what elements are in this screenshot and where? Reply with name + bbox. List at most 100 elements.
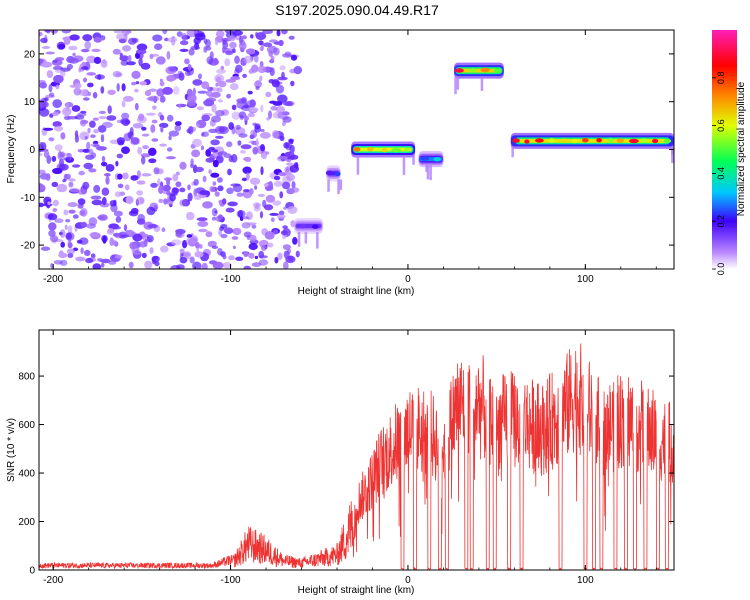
heatmap-noise-blob (192, 164, 198, 174)
heatmap-noise-blob (113, 232, 120, 237)
heatmap-noise-blob (63, 157, 70, 161)
heatmap-noise-blob (116, 153, 124, 159)
heatmap-noise-blob (134, 102, 139, 111)
heatmap-noise-blob (227, 168, 232, 176)
heatmap-noise-blob (142, 145, 149, 150)
heatmap-noise-blob (80, 119, 89, 125)
heatmap-noise-blob (120, 60, 129, 66)
heatmap-noise-blob (212, 159, 219, 168)
heatmap-hotspot (571, 138, 578, 144)
heatmap-noise-blob (74, 134, 79, 143)
heatmap-noise-blob (39, 144, 44, 153)
heatmap-noise-blob (151, 119, 158, 124)
heatmap-noise-blob (39, 169, 46, 175)
heatmap-noise-blob (206, 56, 214, 65)
heatmap-noise-blob (253, 205, 261, 212)
heatmap-noise-blob (159, 95, 166, 103)
heatmap-noise-blob (170, 265, 181, 269)
heatmap-noise-blob (136, 218, 146, 225)
heatmap-noise-blob (113, 210, 123, 217)
heatmap-noise-blob (205, 157, 215, 163)
spectrogram-x-label: Height of straight line (km) (298, 286, 415, 297)
heatmap-noise-blob (43, 127, 54, 131)
heatmap-noise-blob (101, 197, 107, 206)
colorbar-tick-label: 0.0 (716, 263, 726, 276)
heatmap-noise-blob (215, 110, 225, 117)
heatmap-noise-blob (47, 201, 51, 205)
heatmap-noise-blob (217, 99, 223, 103)
heatmap-hotspot (524, 139, 530, 144)
snr-y-label: SNR (10 * v/v) (6, 418, 17, 482)
heatmap-noise-blob (52, 99, 62, 109)
heatmap-noise-blob (288, 138, 295, 143)
heatmap-noise-blob (97, 74, 102, 80)
heatmap-noise-blob (205, 231, 213, 238)
heatmap-noise-blob (58, 43, 66, 50)
heatmap-noise-blob (84, 249, 91, 256)
heatmap-noise-blob (191, 149, 201, 158)
heatmap-noise-blob (140, 62, 151, 70)
heatmap-noise-blob (252, 146, 259, 155)
heatmap-noise-blob (179, 257, 188, 264)
heatmap-noise-blob (68, 45, 78, 51)
heatmap-noise-blob (229, 41, 237, 49)
heatmap-noise-blob (277, 156, 289, 160)
heatmap-noise-blob (109, 200, 117, 207)
heatmap-noise-blob (136, 116, 147, 124)
colorbar-tick-label: 0.2 (716, 215, 726, 228)
heatmap-noise-blob (242, 73, 248, 78)
heatmap-noise-blob (107, 89, 116, 96)
heatmap-noise-blob (226, 141, 233, 148)
heatmap-noise-blob (199, 190, 211, 196)
snr-frame (38, 329, 675, 571)
heatmap-noise-blob (272, 130, 280, 139)
heatmap-streak (425, 165, 428, 172)
heatmap-noise-blob (285, 100, 295, 107)
heatmap-noise-blob (127, 131, 134, 139)
heatmap-noise-blob (56, 183, 68, 193)
heatmap-noise-blob (295, 250, 300, 258)
heatmap-noise-blob (93, 144, 100, 148)
heatmap-noise-blob (48, 137, 55, 142)
heatmap-hotspot (454, 68, 464, 73)
heatmap-noise-blob (130, 175, 139, 181)
heatmap-noise-blob (96, 146, 107, 151)
heatmap-noise-blob (274, 256, 279, 264)
heatmap-noise-blob (176, 31, 183, 37)
heatmap-noise-blob (73, 87, 82, 96)
heatmap-noise-blob (128, 37, 137, 45)
heatmap-noise-blob (67, 202, 78, 208)
heatmap-noise-blob (80, 221, 87, 228)
heatmap-noise-blob (248, 252, 255, 259)
spectrogram-y-label: Frequency (Hz) (6, 115, 17, 184)
heatmap-noise-blob (52, 167, 63, 175)
heatmap-noise-blob (243, 231, 252, 238)
heatmap-noise-blob (77, 148, 85, 153)
heatmap-noise-blob (112, 225, 121, 230)
heatmap-noise-blob (235, 124, 241, 130)
heatmap-noise-blob (153, 167, 160, 175)
heatmap-noise-blob (159, 81, 165, 87)
heatmap-noise-blob (235, 256, 244, 261)
heatmap-noise-blob (265, 194, 276, 203)
heatmap-noise-blob (92, 92, 98, 99)
heatmap-noise-blob (122, 172, 129, 180)
heatmap-noise-blob (286, 162, 293, 166)
heatmap-noise-blob (241, 216, 250, 220)
heatmap-noise-blob (198, 73, 202, 80)
heatmap-noise-blob (207, 240, 217, 248)
heatmap-noise-blob (265, 151, 270, 155)
heatmap-noise-blob (168, 135, 172, 141)
heatmap-noise-blob (208, 94, 214, 99)
heatmap-noise-blob (150, 124, 156, 133)
heatmap-noise-blob (108, 260, 117, 265)
heatmap-noise-blob (179, 161, 187, 170)
heatmap-noise-blob (194, 242, 200, 249)
heatmap-noise-blob (178, 103, 182, 109)
colorbar-gradient (712, 30, 737, 269)
heatmap-noise-blob (39, 152, 43, 157)
heatmap-noise-blob (234, 55, 240, 64)
heatmap-noise-blob (54, 69, 64, 73)
heatmap-noise-blob (126, 61, 136, 66)
